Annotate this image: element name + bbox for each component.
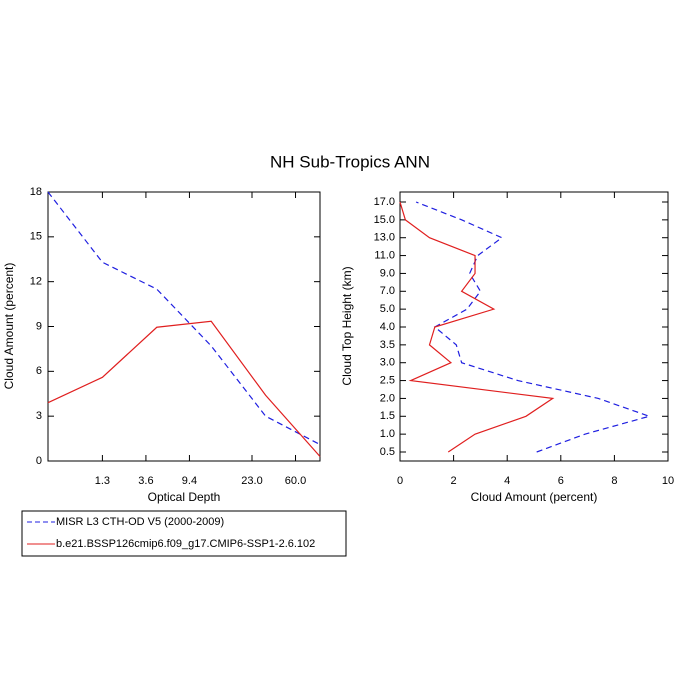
y-tick-label: 11.0 bbox=[374, 249, 395, 261]
y-tick-label: 6 bbox=[36, 365, 42, 377]
y-tick-label: 7.0 bbox=[380, 285, 395, 297]
x-axis-label: Optical Depth bbox=[148, 490, 221, 504]
y-tick-label: 12 bbox=[30, 276, 42, 288]
legend-label: b.e21.BSSP126cmip6.f09_g17.CMIP6-SSP1-2.… bbox=[56, 538, 315, 550]
y-tick-label: 13.0 bbox=[374, 232, 395, 244]
y-tick-label: 3 bbox=[36, 410, 42, 422]
y-tick-label: 5.0 bbox=[380, 303, 395, 315]
x-tick-label: 60.0 bbox=[285, 475, 306, 487]
right-frame bbox=[399, 191, 669, 462]
y-tick-label: 2.5 bbox=[380, 374, 395, 386]
x-tick-label: 2 bbox=[451, 475, 457, 487]
y-tick-label: 1.0 bbox=[380, 428, 395, 440]
y-tick-label: 9 bbox=[36, 320, 42, 332]
y-tick-label: 17.0 bbox=[374, 196, 395, 208]
x-tick-label: 10 bbox=[662, 475, 674, 487]
y-tick-label: 0 bbox=[36, 455, 42, 467]
x-tick-label: 4 bbox=[504, 475, 510, 487]
data-line bbox=[399, 201, 555, 453]
legend-box bbox=[21, 510, 347, 557]
data-line bbox=[47, 191, 321, 446]
y-tick-label: 3.0 bbox=[380, 357, 395, 369]
y-axis-label: Cloud Top Height (km) bbox=[340, 266, 354, 385]
y-tick-label: 18 bbox=[30, 186, 42, 198]
x-tick-label: 3.6 bbox=[138, 475, 153, 487]
y-tick-label: 15 bbox=[30, 231, 42, 243]
data-line bbox=[415, 201, 652, 453]
y-tick-label: 9.0 bbox=[380, 267, 395, 279]
y-tick-label: 1.5 bbox=[380, 410, 395, 422]
figure-title: NH Sub-Tropics ANN bbox=[270, 152, 430, 171]
y-tick-label: 15.0 bbox=[374, 214, 395, 226]
y-tick-label: 3.5 bbox=[380, 339, 395, 351]
x-tick-label: 23.0 bbox=[241, 475, 262, 487]
x-tick-label: 0 bbox=[397, 475, 403, 487]
x-tick-label: 9.4 bbox=[182, 475, 197, 487]
x-tick-label: 6 bbox=[558, 475, 564, 487]
legend-label: MISR L3 CTH-OD V5 (2000-2009) bbox=[56, 516, 224, 528]
y-axis-label: Cloud Amount (percent) bbox=[2, 263, 16, 390]
x-tick-label: 1.3 bbox=[95, 475, 110, 487]
left-frame bbox=[47, 191, 321, 462]
y-tick-label: 0.5 bbox=[380, 446, 395, 458]
x-axis-label: Cloud Amount (percent) bbox=[471, 490, 598, 504]
y-tick-label: 4.0 bbox=[380, 321, 395, 333]
data-line bbox=[47, 320, 321, 457]
x-tick-label: 8 bbox=[611, 475, 617, 487]
y-tick-label: 2.0 bbox=[380, 392, 395, 404]
